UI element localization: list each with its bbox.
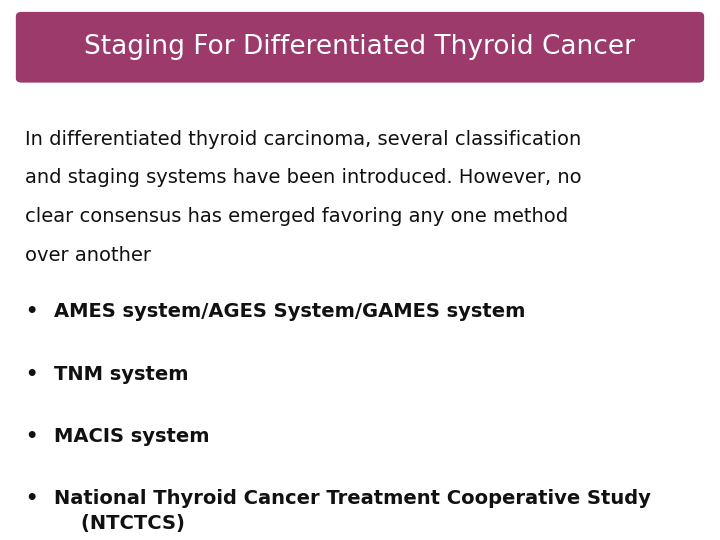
Text: In differentiated thyroid carcinoma, several classification: In differentiated thyroid carcinoma, sev…: [25, 130, 582, 148]
Text: National Thyroid Cancer Treatment Cooperative Study
    (NTCTCS): National Thyroid Cancer Treatment Cooper…: [54, 489, 651, 532]
Text: MACIS system: MACIS system: [54, 427, 210, 446]
Text: Staging For Differentiated Thyroid Cancer: Staging For Differentiated Thyroid Cance…: [84, 34, 636, 60]
Text: •: •: [25, 364, 37, 383]
Text: clear consensus has emerged favoring any one method: clear consensus has emerged favoring any…: [25, 207, 568, 226]
Text: •: •: [25, 302, 37, 321]
Text: •: •: [25, 427, 37, 446]
Text: and staging systems have been introduced. However, no: and staging systems have been introduced…: [25, 168, 582, 187]
Text: over another: over another: [25, 246, 151, 265]
Text: •: •: [25, 489, 37, 508]
FancyBboxPatch shape: [16, 12, 704, 83]
Text: AMES system/AGES System/GAMES system: AMES system/AGES System/GAMES system: [54, 302, 526, 321]
Text: TNM system: TNM system: [54, 364, 189, 383]
